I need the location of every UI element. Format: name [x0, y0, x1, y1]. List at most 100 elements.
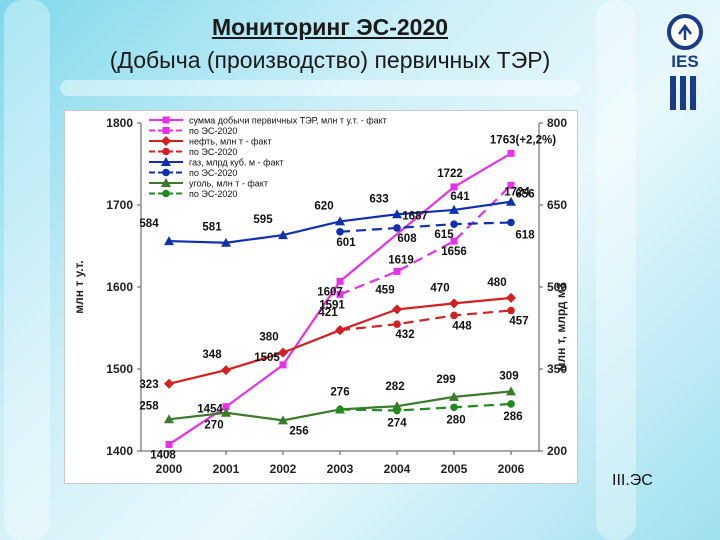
data-point: [506, 386, 516, 396]
data-label: 581: [202, 222, 222, 234]
chart-panel: 1400 1500 1600 1700 1800 200 350 500 650 800 2000 2…: [64, 110, 578, 484]
line-chart: 1400 1500 1600 1700 1800 200 350 500 650 800 2000 2…: [72, 116, 568, 477]
data-point: [336, 290, 344, 298]
data-label: 282: [385, 381, 404, 393]
data-point: [221, 407, 231, 417]
right-tick-label: 200: [547, 444, 567, 458]
data-label: 480: [487, 277, 506, 289]
legend-entry: уголь, млн т - факт: [189, 179, 268, 189]
legend-entry: сумма добычи первичных ТЭР, млн т у.т. -…: [189, 116, 387, 126]
x-tick-label: 2003: [327, 462, 354, 476]
data-point: [506, 292, 516, 303]
data-label: 1505: [254, 352, 280, 364]
data-point: [221, 365, 231, 376]
data-point: [162, 116, 170, 124]
left-tick-label: 1700: [106, 198, 133, 212]
data-point: [336, 405, 344, 414]
data-point: [507, 181, 515, 189]
series-line-7: [339, 402, 512, 412]
data-point: [161, 157, 171, 166]
data-label: 601: [336, 237, 356, 249]
right-tick-label: 500: [547, 280, 567, 294]
data-label: 1607: [317, 286, 343, 298]
data-point: [161, 136, 171, 146]
decor-left-band: [4, 0, 50, 540]
data-label: 309: [499, 370, 518, 382]
data-label: 1656: [441, 246, 467, 258]
legend-entry: по ЭС-2020: [189, 168, 237, 178]
data-point: [165, 440, 173, 448]
data-label: 286: [503, 411, 522, 423]
data-label: 656: [515, 189, 534, 201]
series-line-1: [339, 184, 512, 296]
data-point: [162, 127, 170, 134]
data-label: 1722: [437, 168, 463, 180]
data-point: [164, 378, 174, 389]
data-label: 323: [139, 379, 158, 391]
data-point: [392, 209, 402, 219]
slide-title: Мониторинг ЭС-2020 (Добыча (производство…: [0, 14, 660, 74]
data-point: [278, 415, 288, 425]
data-label: 1687: [402, 211, 428, 223]
data-label: 470: [430, 282, 449, 294]
data-point: [450, 403, 458, 412]
data-point: [450, 237, 458, 245]
data-label: 1408: [150, 449, 176, 461]
data-label: 595: [253, 214, 273, 226]
data-point: [450, 183, 458, 191]
series-line-5: [339, 221, 512, 233]
logo-text: IES: [671, 52, 698, 71]
ies-logo-graphic: IES: [667, 14, 703, 110]
data-label: 457: [509, 316, 528, 328]
data-label: 1591: [319, 299, 345, 311]
ies-logo: IES: [662, 12, 708, 112]
data-label: 1454: [197, 404, 223, 416]
x-tick-label: 2005: [441, 462, 468, 476]
left-tick-label: 1600: [106, 280, 133, 294]
data-label: 299: [436, 374, 455, 386]
data-point: [450, 311, 458, 320]
data-point: [336, 227, 344, 236]
data-label: 459: [375, 284, 394, 296]
data-point: [507, 400, 515, 408]
x-tick-label: 2000: [156, 462, 183, 476]
data-point: [507, 306, 515, 315]
data-point: [507, 218, 515, 227]
data-point: [392, 304, 402, 315]
data-label: 274: [387, 418, 407, 430]
x-tick-label: 2004: [384, 462, 411, 476]
data-point: [278, 347, 288, 358]
subtitle-line: (Добыча (производство) первичных ТЭР): [109, 47, 551, 73]
data-point: [450, 220, 458, 228]
data-label: 421: [318, 307, 338, 319]
data-label: 584: [139, 218, 159, 230]
decor-top-panel: [60, 80, 580, 96]
right-tick-label: 800: [547, 116, 567, 130]
data-label: 258: [139, 400, 159, 412]
y2-axis-title: млн т, млрд м3: [554, 282, 568, 371]
left-tick-label: 1500: [106, 362, 133, 376]
data-label: 620: [314, 200, 333, 212]
left-tick-label: 1800: [106, 116, 133, 130]
series-line-3: [339, 309, 512, 332]
data-point: [164, 236, 174, 246]
data-label: 1763(+2,2%): [490, 134, 556, 146]
data-point: [336, 326, 344, 334]
legend-entry: по ЭС-2020: [189, 189, 237, 199]
data-point: [279, 361, 287, 369]
data-label: 641: [450, 191, 470, 203]
legend-entry: нефть, млн т - факт: [189, 137, 272, 147]
decor-right-band: [596, 0, 636, 540]
data-label: 432: [395, 329, 414, 341]
data-label: 618: [515, 229, 535, 241]
data-point: [278, 230, 288, 240]
data-label: 608: [397, 233, 417, 245]
x-tick-label: 2002: [270, 462, 297, 476]
data-label: 280: [446, 414, 465, 426]
data-point: [164, 414, 174, 424]
data-point: [393, 224, 401, 232]
data-label: 380: [259, 332, 278, 344]
data-point: [393, 406, 401, 415]
data-point: [393, 320, 401, 328]
x-tick-label: 2001: [213, 462, 240, 476]
